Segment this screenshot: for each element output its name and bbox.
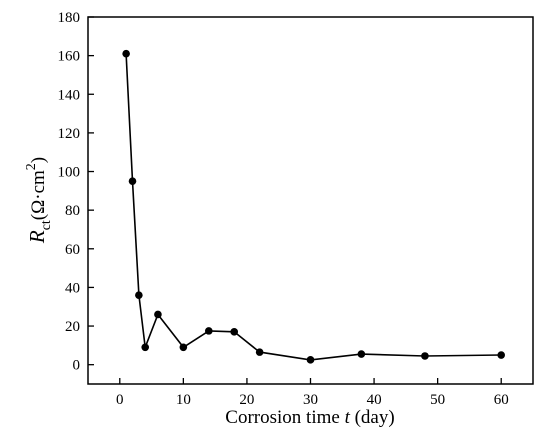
y-tick-label: 80 <box>65 203 80 219</box>
x-tick-label: 10 <box>176 392 191 408</box>
y-tick-label: 140 <box>58 87 81 103</box>
x-axis-title-text-2: (day) <box>350 407 395 428</box>
y-axis-title-superscript: 2 <box>24 163 39 170</box>
y-axis-title: Rct(Ω·cm2) <box>24 157 54 244</box>
x-tick-label: 50 <box>430 392 445 408</box>
data-point <box>357 350 366 358</box>
x-tick-label: 60 <box>494 392 509 408</box>
x-axis-title-var: t <box>345 407 351 428</box>
data-point <box>204 327 213 335</box>
series-line <box>125 53 502 361</box>
y-axis-title-unit: (Ω·cm <box>28 170 49 220</box>
y-tick-label: 120 <box>58 126 81 142</box>
x-axis: 0 10 20 30 40 50 60 <box>116 378 509 408</box>
x-tick-label: 40 <box>367 392 382 408</box>
data-point <box>135 291 143 299</box>
x-tick-label: 30 <box>303 392 318 408</box>
x-tick-label: 20 <box>239 392 254 408</box>
plot-frame <box>87 16 534 385</box>
y-tick-label: 20 <box>65 319 80 335</box>
y-tick-label: 100 <box>58 165 81 181</box>
data-point <box>179 343 188 352</box>
data-point <box>306 356 315 364</box>
x-tick-label: 0 <box>116 392 124 408</box>
data-point <box>141 343 150 352</box>
y-axis: 0 20 40 60 80 100 120 140 160 180 <box>58 10 94 374</box>
x-axis-title-text-1: Corrosion time <box>225 407 344 428</box>
data-point <box>122 49 130 58</box>
y-tick-label: 40 <box>65 280 80 296</box>
y-tick-label: 180 <box>58 10 81 26</box>
data-points <box>122 49 506 364</box>
data-point <box>421 352 429 360</box>
data-point <box>154 310 162 319</box>
data-point <box>497 351 506 359</box>
data-point <box>128 177 137 185</box>
data-point <box>255 348 264 356</box>
y-tick-label: 0 <box>73 358 81 374</box>
data-point <box>230 328 239 336</box>
y-tick-label: 160 <box>58 49 81 65</box>
y-axis-title-symbol: R <box>25 230 49 244</box>
y-tick-label: 60 <box>65 242 80 258</box>
y-axis-title-close: ) <box>28 157 49 163</box>
y-axis-title-subscript: ct <box>39 220 54 230</box>
x-axis-title: Corrosion time t (day) <box>225 407 394 428</box>
